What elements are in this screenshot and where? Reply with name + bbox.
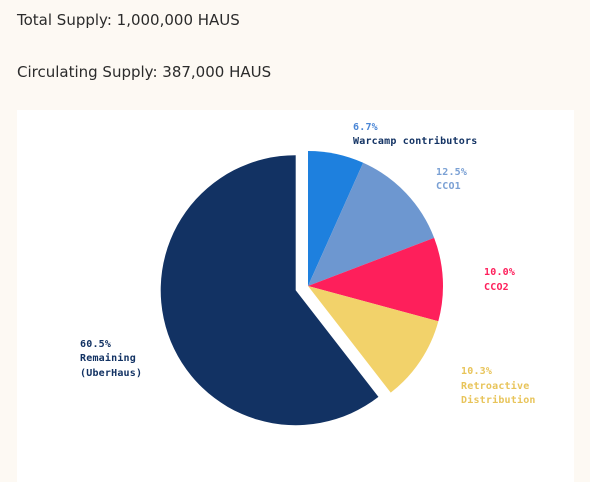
slice-cco1-name: CCO1 xyxy=(436,181,461,192)
circulating-supply-text: Circulating Supply: 387,000 HAUS xyxy=(17,63,272,81)
slice-remaining-pct: 60.5% xyxy=(80,339,111,350)
slice-cco2-name: CCO2 xyxy=(484,282,509,293)
slice-remaining xyxy=(160,155,379,426)
slice-retro-name-1: Retroactive xyxy=(461,380,529,392)
slice-retro xyxy=(308,286,439,393)
slice-cco2 xyxy=(308,237,443,322)
slice-warcamp xyxy=(308,151,364,286)
slice-retro-pct: 10.3% xyxy=(461,366,492,377)
slice-cco1 xyxy=(308,162,435,286)
token-distribution-chart: 6.7% Warcamp contributors 12.5% CCO1 10.… xyxy=(17,110,574,482)
slice-warcamp-name: Warcamp contributors xyxy=(353,135,477,147)
slice-warcamp-pct: 6.7% xyxy=(353,122,378,133)
slice-cco2-pct: 10.0% xyxy=(484,267,515,278)
slice-remaining-name-1: Remaining xyxy=(80,352,136,364)
pie-chart-svg: 6.7% Warcamp contributors 12.5% CCO1 10.… xyxy=(80,122,536,426)
slice-remaining-name-2: (UberHaus) xyxy=(80,368,142,379)
total-supply-text: Total Supply: 1,000,000 HAUS xyxy=(17,11,240,29)
slice-cco1-pct: 12.5% xyxy=(436,167,467,178)
slice-retro-name-2: Distribution xyxy=(461,394,536,406)
